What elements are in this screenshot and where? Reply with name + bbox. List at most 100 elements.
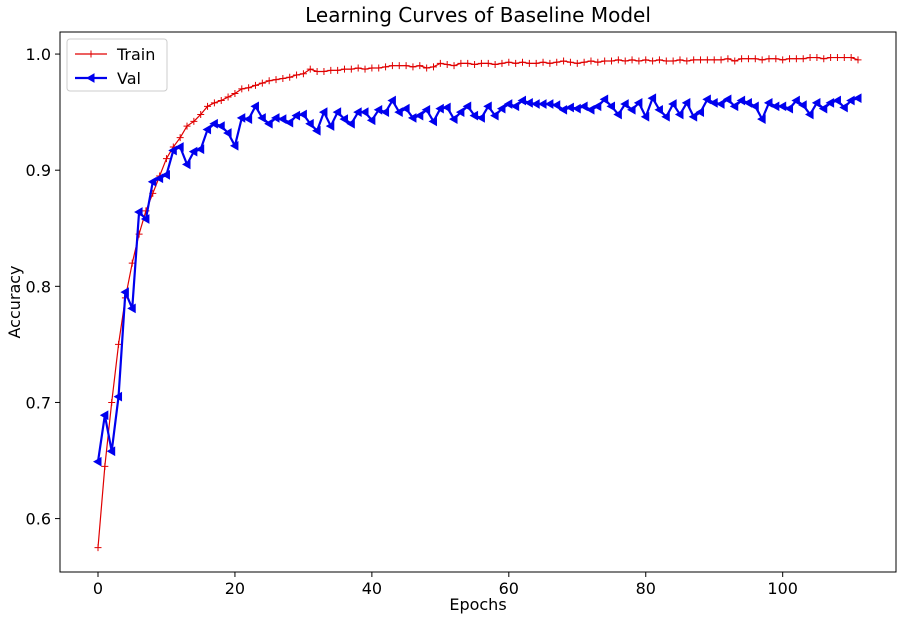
marker xyxy=(340,65,348,73)
marker xyxy=(551,100,561,111)
marker xyxy=(147,176,157,187)
marker xyxy=(368,64,376,72)
marker xyxy=(852,93,862,104)
marker xyxy=(757,114,766,124)
marker xyxy=(546,59,554,67)
marker xyxy=(572,103,581,114)
marker xyxy=(387,95,396,106)
marker xyxy=(236,113,246,123)
marker xyxy=(346,118,355,129)
marker xyxy=(271,113,280,123)
marker xyxy=(421,104,431,115)
marker xyxy=(327,66,335,74)
marker xyxy=(621,57,629,65)
marker xyxy=(539,58,547,66)
marker xyxy=(846,95,855,106)
marker xyxy=(318,107,328,117)
marker xyxy=(627,104,636,115)
marker xyxy=(325,121,335,131)
marker xyxy=(654,104,663,115)
plot-frame xyxy=(59,31,897,573)
y-tick-label: 0.6 xyxy=(26,510,51,529)
marker xyxy=(532,59,540,67)
marker xyxy=(265,77,273,85)
marker xyxy=(407,113,417,123)
marker xyxy=(402,62,410,70)
marker xyxy=(210,99,218,107)
marker xyxy=(510,101,520,112)
x-axis-label: Epochs xyxy=(449,595,506,614)
y-tick-label: 0.9 xyxy=(26,161,51,180)
marker xyxy=(312,125,321,136)
marker xyxy=(284,117,294,128)
marker xyxy=(676,56,684,64)
marker xyxy=(674,109,684,120)
marker xyxy=(293,71,301,79)
marker xyxy=(382,63,390,71)
marker xyxy=(601,57,609,65)
y-tick-label: 0.7 xyxy=(26,393,51,412)
marker xyxy=(635,57,643,65)
marker xyxy=(313,67,321,75)
marker xyxy=(401,103,410,114)
x-tick-label: 80 xyxy=(636,579,656,598)
marker xyxy=(388,62,396,70)
marker xyxy=(580,58,588,66)
marker xyxy=(464,59,472,67)
marker xyxy=(490,110,499,121)
marker xyxy=(649,57,657,65)
marker xyxy=(524,97,533,108)
marker xyxy=(703,56,711,64)
marker xyxy=(409,63,417,71)
marker xyxy=(429,63,437,71)
marker xyxy=(204,102,212,110)
marker xyxy=(360,107,369,117)
marker xyxy=(373,104,383,115)
marker xyxy=(566,58,574,66)
marker xyxy=(423,64,431,72)
marker xyxy=(229,140,239,151)
marker xyxy=(435,103,444,114)
marker xyxy=(251,81,259,89)
marker xyxy=(697,56,705,64)
marker xyxy=(662,57,670,65)
marker xyxy=(847,54,855,62)
marker xyxy=(140,214,150,224)
marker xyxy=(217,97,225,105)
marker xyxy=(799,55,807,63)
marker xyxy=(668,99,677,109)
marker xyxy=(695,107,705,117)
marker xyxy=(469,110,479,121)
marker xyxy=(750,101,759,112)
series-line xyxy=(96,97,859,462)
marker xyxy=(161,169,170,180)
marker xyxy=(744,55,752,63)
legend-label: Val xyxy=(117,69,141,88)
marker xyxy=(690,56,698,64)
x-tick-label: 60 xyxy=(499,579,519,598)
x-tick-label: 40 xyxy=(362,579,382,598)
marker xyxy=(347,65,355,73)
marker xyxy=(743,97,752,108)
marker xyxy=(765,55,773,63)
marker xyxy=(614,56,622,64)
marker xyxy=(798,100,807,111)
marker xyxy=(416,62,424,70)
marker xyxy=(669,57,677,65)
marker xyxy=(197,110,205,118)
marker xyxy=(471,61,479,69)
marker xyxy=(320,67,328,75)
marker xyxy=(633,97,643,108)
marker xyxy=(573,59,581,67)
marker xyxy=(332,107,342,117)
marker xyxy=(99,410,109,421)
marker xyxy=(291,110,301,121)
marker xyxy=(736,95,746,106)
marker xyxy=(599,94,609,105)
marker xyxy=(738,55,746,63)
marker xyxy=(462,101,472,112)
marker xyxy=(560,57,568,65)
marker xyxy=(503,99,513,109)
y-tick-label: 1.0 xyxy=(26,45,51,64)
marker xyxy=(375,64,383,72)
